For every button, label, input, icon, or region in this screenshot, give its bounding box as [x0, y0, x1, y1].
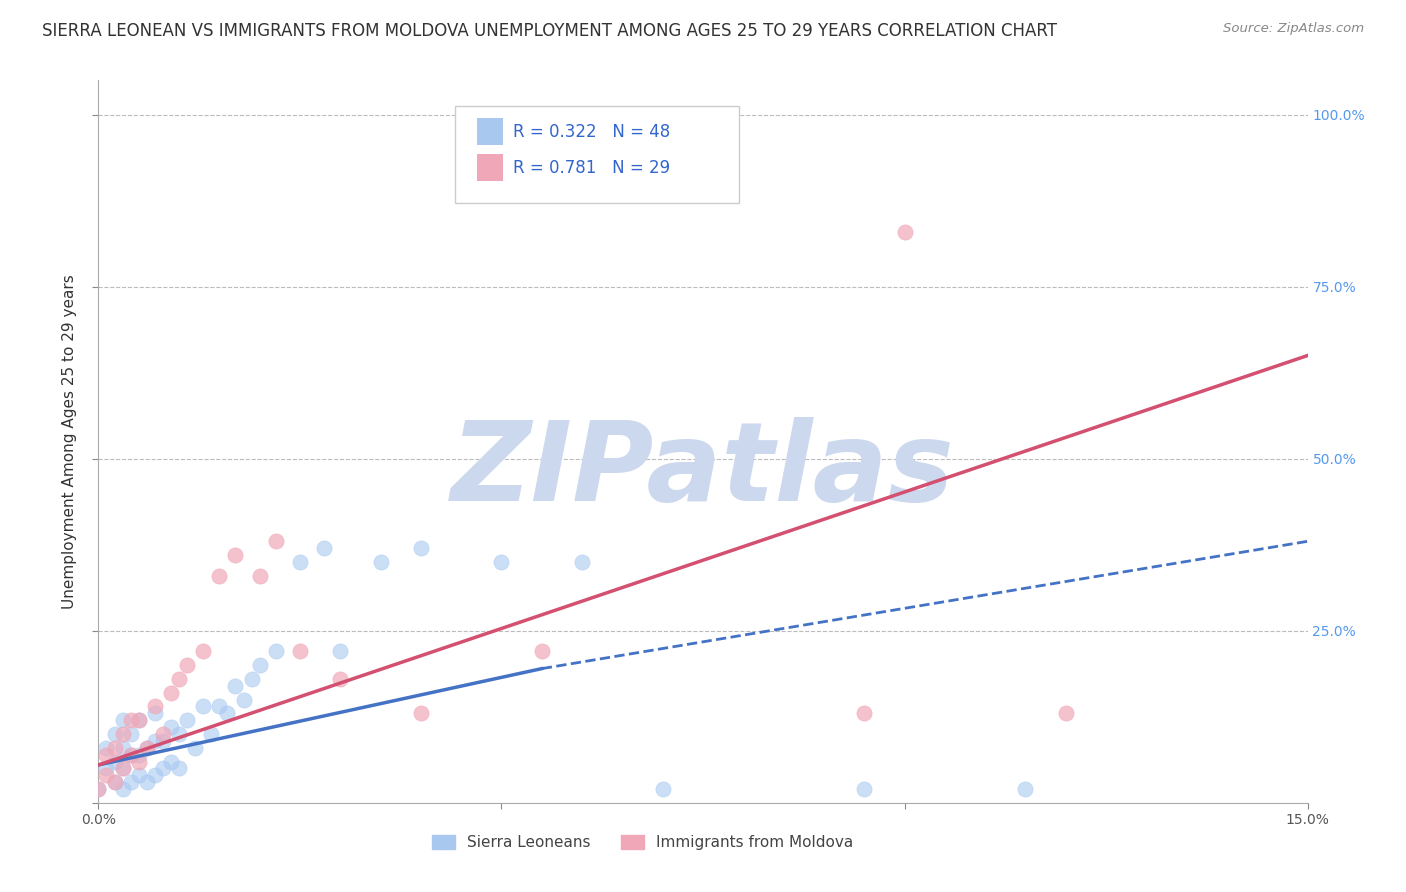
- Point: [249, 658, 271, 673]
- Point: [232, 692, 254, 706]
- Point: [160, 755, 183, 769]
- Point: [1054, 706, 1077, 721]
- Point: [111, 740, 134, 755]
- Point: [370, 555, 392, 569]
- Point: [240, 672, 263, 686]
- Point: [96, 768, 118, 782]
- Point: [217, 706, 239, 721]
- Point: [111, 782, 134, 797]
- Point: [111, 761, 134, 775]
- Text: SIERRA LEONEAN VS IMMIGRANTS FROM MOLDOVA UNEMPLOYMENT AMONG AGES 25 TO 29 YEARS: SIERRA LEONEAN VS IMMIGRANTS FROM MOLDOV…: [42, 22, 1057, 40]
- Point: [128, 747, 150, 762]
- Point: [193, 644, 215, 658]
- Point: [96, 761, 118, 775]
- Point: [87, 782, 110, 797]
- Point: [491, 555, 513, 569]
- Point: [111, 713, 134, 727]
- Point: [893, 225, 915, 239]
- Point: [208, 568, 231, 582]
- Point: [120, 775, 142, 789]
- Point: [409, 541, 432, 556]
- Point: [135, 740, 157, 755]
- Point: [167, 672, 190, 686]
- Point: [329, 672, 352, 686]
- Point: [103, 740, 125, 755]
- Point: [571, 555, 593, 569]
- FancyBboxPatch shape: [477, 118, 503, 145]
- Point: [184, 740, 207, 755]
- Point: [128, 768, 150, 782]
- Point: [167, 727, 190, 741]
- Point: [152, 734, 174, 748]
- Point: [87, 782, 110, 797]
- FancyBboxPatch shape: [456, 105, 740, 203]
- Point: [152, 761, 174, 775]
- Point: [120, 747, 142, 762]
- Point: [143, 699, 166, 714]
- Point: [329, 644, 352, 658]
- Point: [224, 679, 246, 693]
- Point: [160, 686, 183, 700]
- Point: [143, 734, 166, 748]
- Point: [152, 727, 174, 741]
- Point: [409, 706, 432, 721]
- Point: [128, 713, 150, 727]
- Point: [853, 706, 876, 721]
- Point: [176, 713, 198, 727]
- Point: [264, 644, 287, 658]
- Point: [103, 775, 125, 789]
- Point: [103, 755, 125, 769]
- Point: [249, 568, 271, 582]
- Point: [288, 555, 311, 569]
- Text: Source: ZipAtlas.com: Source: ZipAtlas.com: [1223, 22, 1364, 36]
- Point: [120, 747, 142, 762]
- Point: [96, 740, 118, 755]
- Point: [103, 775, 125, 789]
- Point: [120, 713, 142, 727]
- Point: [160, 720, 183, 734]
- Point: [96, 747, 118, 762]
- Point: [143, 768, 166, 782]
- Y-axis label: Unemployment Among Ages 25 to 29 years: Unemployment Among Ages 25 to 29 years: [62, 274, 77, 609]
- Point: [208, 699, 231, 714]
- Point: [314, 541, 336, 556]
- FancyBboxPatch shape: [477, 154, 503, 181]
- Point: [1014, 782, 1036, 797]
- Point: [120, 727, 142, 741]
- Point: [143, 706, 166, 721]
- Point: [200, 727, 222, 741]
- Point: [193, 699, 215, 714]
- Point: [135, 740, 157, 755]
- Point: [288, 644, 311, 658]
- Point: [651, 782, 673, 797]
- Point: [530, 644, 553, 658]
- Point: [128, 713, 150, 727]
- Legend: Sierra Leoneans, Immigrants from Moldova: Sierra Leoneans, Immigrants from Moldova: [426, 830, 859, 856]
- Point: [111, 761, 134, 775]
- Text: ZIPatlas: ZIPatlas: [451, 417, 955, 524]
- Point: [176, 658, 198, 673]
- Point: [264, 534, 287, 549]
- Point: [853, 782, 876, 797]
- Point: [128, 755, 150, 769]
- Point: [135, 775, 157, 789]
- Point: [103, 727, 125, 741]
- Text: R = 0.781   N = 29: R = 0.781 N = 29: [513, 159, 671, 177]
- Point: [111, 727, 134, 741]
- Point: [167, 761, 190, 775]
- Text: R = 0.322   N = 48: R = 0.322 N = 48: [513, 122, 671, 141]
- Point: [224, 548, 246, 562]
